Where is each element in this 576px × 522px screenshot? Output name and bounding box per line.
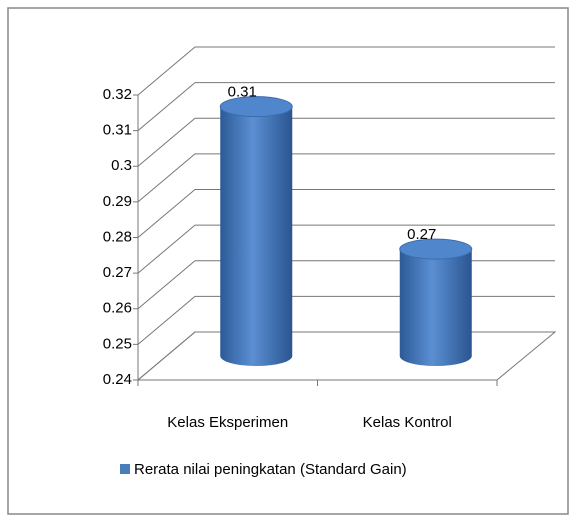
x-tick-label: Kelas Kontrol: [363, 414, 452, 431]
data-label: 0.31: [228, 84, 257, 101]
y-tick-label: 0.26: [103, 300, 132, 317]
bar: [220, 106, 293, 366]
grid-line: [137, 82, 555, 132]
y-tick-label: 0.28: [103, 228, 132, 245]
y-tick-label: 0.27: [103, 264, 132, 281]
x-tick-label: Kelas Eksperimen: [167, 414, 288, 431]
bar-top: [219, 96, 293, 118]
grid-line: [137, 224, 555, 274]
y-tick-label: 0.29: [103, 193, 132, 210]
y-tick-label: 0.3: [111, 157, 132, 174]
grid-line: [137, 46, 555, 96]
y-tick-label: 0.25: [103, 335, 132, 352]
data-label: 0.27: [407, 226, 436, 243]
legend-label: Rerata nilai peningkatan (Standard Gain): [134, 461, 407, 478]
y-tick-label: 0.32: [103, 86, 132, 103]
bar: [399, 249, 472, 367]
grid-line: [137, 189, 555, 238]
y-tick-label: 0.24: [103, 371, 132, 388]
legend-swatch: [120, 464, 130, 474]
bar-top: [399, 238, 473, 260]
grid-line: [137, 153, 555, 203]
y-tick-label: 0.31: [103, 122, 132, 139]
grid-line: [137, 117, 555, 167]
